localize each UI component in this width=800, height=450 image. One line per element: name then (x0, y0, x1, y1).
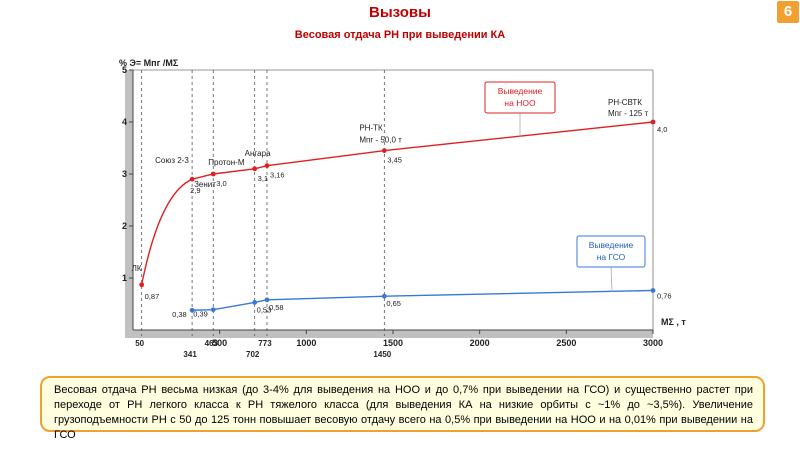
legend-callout-line1: Выведение (589, 240, 634, 250)
launcher-annotation: Мпг - 50,0 т (359, 136, 402, 145)
data-point (252, 166, 258, 172)
launcher-annotation: РН-ТК (359, 124, 383, 133)
slide-title: Вызовы (369, 4, 431, 21)
data-point (264, 297, 270, 303)
data-label: 0,58 (269, 303, 284, 312)
launcher-annotation: Протон-М (208, 158, 245, 167)
data-point (189, 307, 195, 313)
data-point (264, 163, 270, 169)
x-tick-label: 2500 (556, 338, 576, 348)
y-tick-label: 5 (122, 65, 127, 75)
y-axis-label: % Э= Mпг /MΣ (119, 58, 179, 68)
x-tick-label: 500 (212, 338, 227, 348)
x-marker-label: 50 (135, 339, 144, 348)
x-marker-label: 463 (205, 339, 219, 348)
data-point (189, 176, 195, 182)
x-tick-label: 2000 (470, 338, 490, 348)
series-line-2 (192, 289, 654, 311)
series-line-1 (140, 121, 654, 285)
legend-callout-box (576, 235, 646, 268)
launcher-annotation: Ангара (245, 149, 271, 158)
chart-subtitle: Весовая отдача РН при выведении КА (294, 29, 506, 41)
data-point (210, 171, 216, 177)
legend-callout-line2: на НОО (504, 98, 536, 108)
plot-area (133, 70, 653, 330)
y-tick-label: 2 (122, 221, 127, 231)
data-label: 0,65 (386, 299, 401, 308)
x-tick-label: 1000 (296, 338, 316, 348)
launcher-annotation: Союз 2-3 (155, 156, 189, 165)
x-marker-label: 702 (246, 350, 260, 359)
legend-callout-line1: Выведение (498, 86, 543, 96)
data-point (139, 282, 145, 288)
launcher-annotation: Мпг - 125 т (608, 109, 649, 118)
x-marker-label: 341 (183, 350, 197, 359)
data-label: 4,0 (657, 125, 667, 134)
data-point (650, 119, 656, 125)
legend-callout-box (484, 81, 556, 114)
data-point (650, 288, 656, 293)
data-label: 3,1 (258, 174, 268, 183)
conclusion-text: Весовая отдача РН весьма низкая (до 3-4%… (54, 384, 753, 441)
page-number-badge: 6 (777, 1, 799, 23)
y-tick-label: 1 (122, 273, 127, 283)
data-label: 0,53 (257, 305, 272, 314)
data-label: 0,87 (145, 292, 160, 301)
data-label: 0,76 (657, 291, 672, 300)
data-label: 3,16 (270, 171, 285, 180)
data-label: 2,9 (190, 186, 200, 195)
launcher-annotation: РН-СВТК (608, 98, 642, 107)
legend-callout-line2: на ГСО (597, 252, 626, 262)
y-axis-band (125, 70, 133, 338)
data-point (381, 293, 387, 299)
callout-pointer (610, 266, 613, 293)
x-axis-label: MΣ , т (661, 317, 686, 327)
x-marker-label: 773 (258, 339, 272, 348)
data-label: 3,45 (387, 156, 402, 165)
y-tick-label: 4 (122, 117, 127, 127)
conclusion-note: Весовая отдача РН весьма низкая (до 3-4%… (40, 376, 765, 441)
x-marker-label: 1450 (373, 350, 391, 359)
launcher-annotation: ЛК (132, 264, 142, 273)
data-point (252, 300, 258, 305)
launcher-annotation: Зенит (194, 180, 216, 189)
y-tick-label: 3 (122, 169, 127, 179)
x-tick-label: 1500 (383, 338, 403, 348)
data-label: 3,0 (216, 179, 226, 188)
data-point (381, 148, 387, 154)
data-label: 0,38 (172, 310, 187, 319)
data-label: 0,39 (193, 310, 208, 319)
x-tick-label: 3000 (643, 338, 663, 348)
data-point (210, 307, 216, 313)
